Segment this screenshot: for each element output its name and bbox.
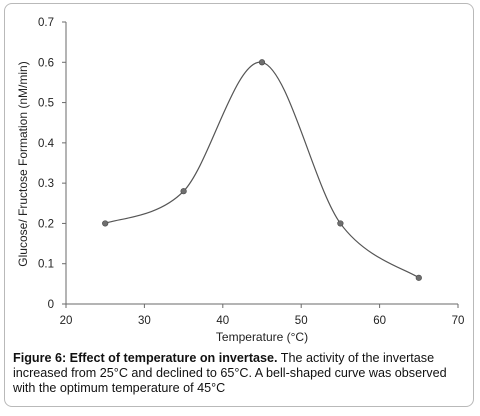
y-tick-label: 0 bbox=[48, 299, 54, 311]
data-point bbox=[415, 274, 422, 281]
x-axis-label: Temperature (°C) bbox=[216, 330, 308, 344]
data-point bbox=[180, 188, 187, 195]
x-tick-label: 70 bbox=[452, 315, 465, 327]
caption-text: The activity of the invertase increased … bbox=[13, 351, 447, 395]
chart-axes bbox=[65, 22, 458, 305]
data-point bbox=[102, 220, 109, 227]
x-tick-label: 20 bbox=[60, 315, 73, 327]
y-tick-label: 0.2 bbox=[38, 218, 54, 230]
data-point bbox=[337, 220, 344, 227]
y-tick-label: 0.1 bbox=[38, 259, 54, 271]
activity-curve bbox=[104, 61, 420, 279]
x-tick-label: 60 bbox=[373, 315, 386, 327]
chart-ticks: 0 0.1 0.2 0.3 0.4 0.5 0.6 0.7 20 30 40 50 60 70 bbox=[38, 17, 464, 327]
y-tick-label: 0.6 bbox=[38, 57, 54, 69]
caption-label: Figure 6: Effect of temperature on inver… bbox=[13, 351, 278, 365]
y-axis-label: Glucose/ Fructose Formation (nM/min) bbox=[16, 61, 30, 266]
y-tick-label: 0.7 bbox=[38, 17, 54, 29]
figure-frame bbox=[4, 3, 474, 407]
y-tick-label: 0.5 bbox=[38, 98, 54, 110]
data-point bbox=[258, 59, 266, 66]
x-tick-label: 40 bbox=[216, 315, 229, 327]
figure-caption: Figure 6: Effect of temperature on inver… bbox=[13, 351, 468, 396]
x-tick-label: 30 bbox=[138, 315, 151, 327]
temperature-activity-chart: 0 0.1 0.2 0.3 0.4 0.5 0.6 0.7 20 30 40 50 60 70 Tempe… bbox=[16, 17, 464, 344]
y-tick-label: 0.3 bbox=[38, 178, 54, 190]
y-tick-label: 0.4 bbox=[38, 138, 55, 150]
data-points bbox=[102, 59, 422, 281]
x-tick-label: 50 bbox=[295, 315, 308, 327]
